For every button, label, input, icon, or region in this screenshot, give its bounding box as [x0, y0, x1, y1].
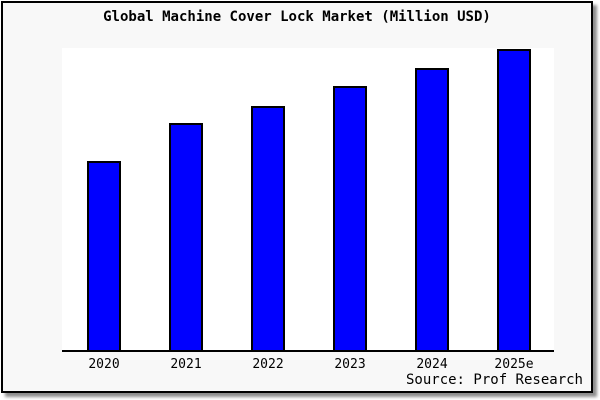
source-text: Source: Prof Research — [405, 372, 583, 388]
x-tick-2025e: 2025e — [494, 357, 534, 372]
x-tick-2021: 2021 — [170, 357, 202, 372]
bar-2022 — [251, 106, 285, 350]
bar-2021 — [169, 123, 203, 350]
x-tick-2023: 2023 — [334, 357, 366, 372]
bar-2025e — [497, 49, 531, 350]
bar-2023 — [333, 86, 367, 350]
x-tick-2024: 2024 — [416, 357, 448, 372]
bar-2024 — [415, 68, 449, 350]
plot-area — [62, 48, 554, 352]
x-tick-2020: 2020 — [88, 357, 120, 372]
x-tick-2022: 2022 — [252, 357, 284, 372]
chart-title: Global Machine Cover Lock Market (Millio… — [103, 9, 491, 25]
chart-card: Global Machine Cover Lock Market (Millio… — [1, 1, 593, 393]
bar-2020 — [87, 161, 121, 350]
